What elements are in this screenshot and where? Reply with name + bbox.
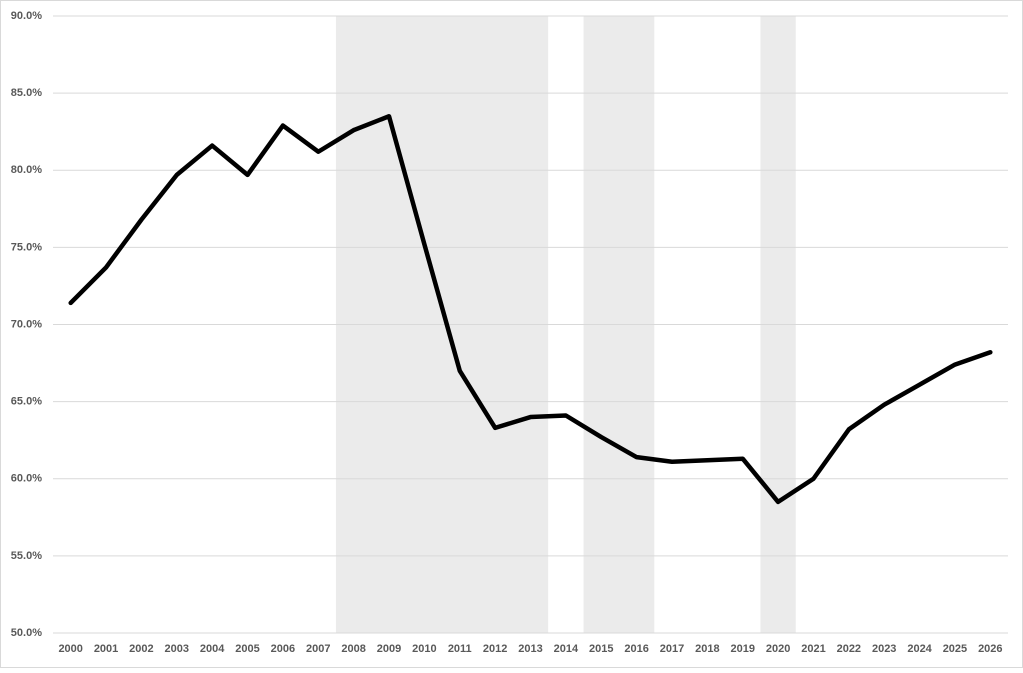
x-tick-label: 2025 (943, 643, 967, 655)
y-tick-label: 50.0% (11, 627, 42, 639)
x-tick-label: 2015 (589, 643, 613, 655)
x-tick-label: 2006 (271, 643, 295, 655)
y-tick-label: 85.0% (11, 87, 42, 99)
y-tick-label: 65.0% (11, 396, 42, 408)
x-tick-label: 2010 (412, 643, 436, 655)
x-tick-label: 2009 (377, 643, 401, 655)
x-tick-label: 2001 (94, 643, 118, 655)
x-tick-label: 2023 (872, 643, 896, 655)
x-tick-label: 2014 (554, 643, 579, 655)
x-tick-label: 2016 (624, 643, 648, 655)
x-tick-label: 2024 (907, 643, 932, 655)
y-tick-label: 60.0% (11, 473, 42, 485)
x-tick-label: 2017 (660, 643, 684, 655)
x-tick-label: 2013 (518, 643, 542, 655)
y-tick-label: 55.0% (11, 550, 42, 562)
x-tick-label: 2011 (448, 643, 472, 655)
x-tick-label: 2000 (58, 643, 82, 655)
x-tick-label: 2026 (978, 643, 1002, 655)
data-line (68, 114, 993, 505)
x-tick-label: 2008 (341, 643, 365, 655)
x-tick-label: 2007 (306, 643, 330, 655)
x-tick-label: 2021 (801, 643, 825, 655)
x-tick-label: 2002 (129, 643, 153, 655)
x-tick-label: 2012 (483, 643, 507, 655)
x-tick-label: 2018 (695, 643, 719, 655)
y-tick-label: 90.0% (11, 10, 42, 22)
x-tick-label: 2020 (766, 643, 790, 655)
y-tick-label: 70.0% (11, 318, 42, 330)
y-tick-label: 75.0% (11, 241, 42, 253)
x-tick-label: 2005 (235, 643, 259, 655)
y-tick-label: 80.0% (11, 164, 42, 176)
x-tick-label: 2003 (165, 643, 189, 655)
x-tick-label: 2019 (730, 643, 754, 655)
x-tick-label: 2022 (837, 643, 861, 655)
x-tick-label: 2004 (200, 643, 225, 655)
